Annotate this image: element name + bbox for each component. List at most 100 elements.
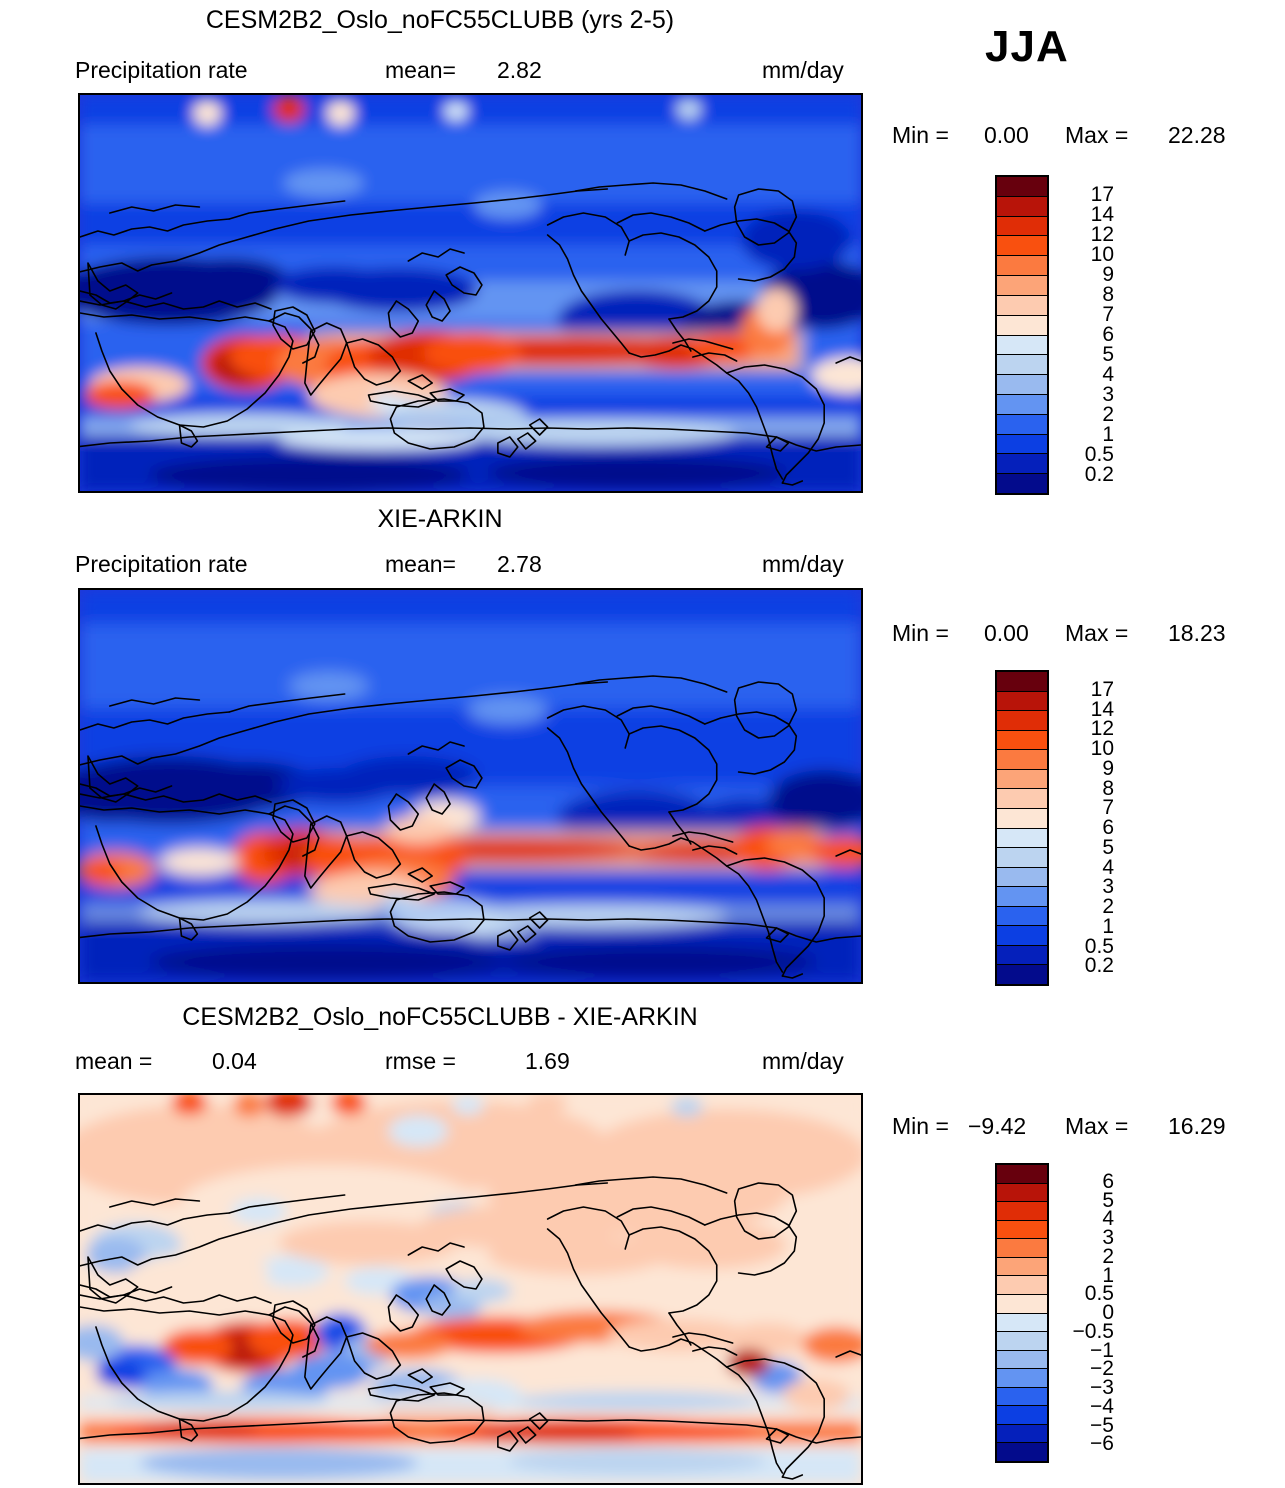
panel-obs-min-value: 0.00 xyxy=(984,620,1029,646)
colorbar-segment xyxy=(997,454,1047,475)
map-obs-canvas xyxy=(80,590,861,982)
colorbar-segment xyxy=(997,1313,1047,1333)
colorbar-tick-label: 8 xyxy=(1102,776,1114,800)
colorbar-tick-label: 6 xyxy=(1102,816,1114,839)
colorbar-tick-label: 5 xyxy=(1102,1188,1114,1212)
colorbar-segment xyxy=(997,945,1047,966)
colorbar-segment xyxy=(997,414,1047,435)
colorbar-segment xyxy=(997,1406,1047,1425)
colorbar-segment xyxy=(997,887,1047,907)
colorbar-tick-label: −4 xyxy=(1090,1394,1114,1418)
colorbar-tick-label: 1 xyxy=(1102,423,1114,446)
colorbar-segment xyxy=(997,1387,1047,1407)
colorbar-tick-label: 10 xyxy=(1090,243,1114,266)
panel-obs-min-label: Min = xyxy=(892,620,949,646)
colorbar-tick-label: 2 xyxy=(1102,403,1114,426)
panel-model-subheader: Precipitation rate mean= 2.82 mm/day xyxy=(0,57,880,87)
colorbar-segment xyxy=(997,196,1047,217)
map-difference xyxy=(78,1093,863,1485)
panel-model-units: mm/day xyxy=(762,57,844,83)
colorbar-tick-label: −3 xyxy=(1090,1376,1114,1399)
colorbar-difference xyxy=(995,1163,1049,1463)
colorbar-tick-label: 4 xyxy=(1102,1207,1114,1231)
panel-obs-variable-label: Precipitation rate xyxy=(75,551,248,577)
colorbar-segment xyxy=(997,375,1047,395)
colorbar-segment xyxy=(997,906,1047,927)
panel-difference-title: CESM2B2_Oslo_noFC55CLUBB - XIE-ARKIN xyxy=(182,1003,698,1031)
colorbar-segment xyxy=(997,808,1047,829)
colorbar-tick-label: −1 xyxy=(1090,1338,1114,1362)
colorbar-tick-label: 14 xyxy=(1090,697,1114,721)
panel-difference-units: mm/day xyxy=(762,1048,844,1074)
colorbar-segment xyxy=(997,848,1047,868)
panel-model-min-label: Min = xyxy=(892,122,949,148)
panel-obs-max-label: Max = xyxy=(1065,620,1129,646)
colorbar-tick-label: 6 xyxy=(1102,323,1114,346)
colorbar-difference-ticks: 6 5 4 3 2 1 0.5 0 −0.5 −1 −2 −3 −4 −5 −6 xyxy=(1052,1163,1132,1459)
colorbar-tick-label: 2 xyxy=(1102,1244,1114,1268)
colorbar-obs-ticks: 17 14 12 10 9 8 7 6 5 4 3 2 1 0.5 0.2 xyxy=(1052,670,1132,982)
colorbar-tick-label: 3 xyxy=(1102,875,1114,899)
panel-difference-rmse-key: rmse = xyxy=(385,1048,456,1074)
panel-model-mean-key: mean= xyxy=(385,57,456,83)
colorbar-segment xyxy=(997,867,1047,888)
panel-model-mean-value: 2.82 xyxy=(497,57,542,83)
map-model xyxy=(78,93,863,493)
panel-difference-rmse-value: 1.69 xyxy=(525,1048,570,1074)
colorbar-segment xyxy=(997,1257,1047,1277)
panel-obs-mean-value: 2.78 xyxy=(497,551,542,577)
colorbar-tick-label: 1 xyxy=(1102,1263,1114,1287)
colorbar-segment xyxy=(997,789,1047,809)
colorbar-segment xyxy=(997,769,1047,790)
colorbar-tick-label: 3 xyxy=(1102,1226,1114,1249)
colorbar-tick-label: 2 xyxy=(1102,895,1114,918)
colorbar-segment xyxy=(997,315,1047,336)
colorbar-tick-label: 3 xyxy=(1102,383,1114,406)
colorbar-model xyxy=(995,175,1049,495)
colorbar-tick-label: 7 xyxy=(1102,303,1114,326)
panel-obs-title: XIE-ARKIN xyxy=(377,505,503,533)
colorbar-segment xyxy=(997,256,1047,277)
colorbar-segment xyxy=(997,1239,1047,1258)
panel-model-max-label: Max = xyxy=(1065,122,1129,148)
colorbar-segment xyxy=(997,1369,1047,1388)
colorbar-tick-label: 4 xyxy=(1102,855,1114,879)
colorbar-segment xyxy=(997,730,1047,751)
panel-model-min-value: 0.00 xyxy=(984,122,1029,148)
panel-model-max-value: 22.28 xyxy=(1168,122,1226,148)
panel-model-variable-label: Precipitation rate xyxy=(75,57,248,83)
colorbar-tick-label: 14 xyxy=(1090,203,1114,226)
colorbar-segment xyxy=(997,711,1047,731)
colorbar-tick-label: 0.5 xyxy=(1084,443,1114,466)
panel-model-title: CESM2B2_Oslo_noFC55CLUBB (yrs 2-5) xyxy=(205,6,675,34)
colorbar-tick-label: 7 xyxy=(1102,796,1114,820)
colorbar-tick-label: −5 xyxy=(1090,1413,1114,1437)
colorbar-tick-label: 5 xyxy=(1102,835,1114,859)
colorbar-segment xyxy=(997,1443,1047,1461)
colorbar-segment xyxy=(997,926,1047,946)
map-obs xyxy=(78,588,863,984)
panel-difference-min-label: Min = xyxy=(892,1113,949,1139)
colorbar-tick-label: −6 xyxy=(1090,1432,1114,1456)
colorbar-segment xyxy=(997,672,1047,692)
colorbar-obs xyxy=(995,670,1049,986)
colorbar-segment xyxy=(997,276,1047,296)
colorbar-segment xyxy=(997,1183,1047,1203)
colorbar-tick-label: 0.5 xyxy=(1084,934,1114,958)
colorbar-segment xyxy=(997,216,1047,237)
colorbar-tick-label: 17 xyxy=(1090,677,1114,701)
colorbar-segment xyxy=(997,965,1047,984)
colorbar-tick-label: 17 xyxy=(1090,183,1114,206)
colorbar-tick-label: 8 xyxy=(1102,283,1114,306)
colorbar-segment xyxy=(997,295,1047,316)
colorbar-segment xyxy=(997,434,1047,455)
colorbar-tick-label: 12 xyxy=(1090,223,1114,246)
panel-difference-mean-key: mean = xyxy=(75,1048,153,1074)
colorbar-tick-label: −2 xyxy=(1090,1357,1114,1381)
colorbar-tick-label: 12 xyxy=(1090,717,1114,741)
colorbar-segment xyxy=(997,1332,1047,1351)
colorbar-segment xyxy=(997,828,1047,849)
colorbar-segment xyxy=(997,691,1047,712)
panel-difference-min-value: −9.42 xyxy=(968,1113,1027,1139)
colorbar-segment xyxy=(997,474,1047,493)
